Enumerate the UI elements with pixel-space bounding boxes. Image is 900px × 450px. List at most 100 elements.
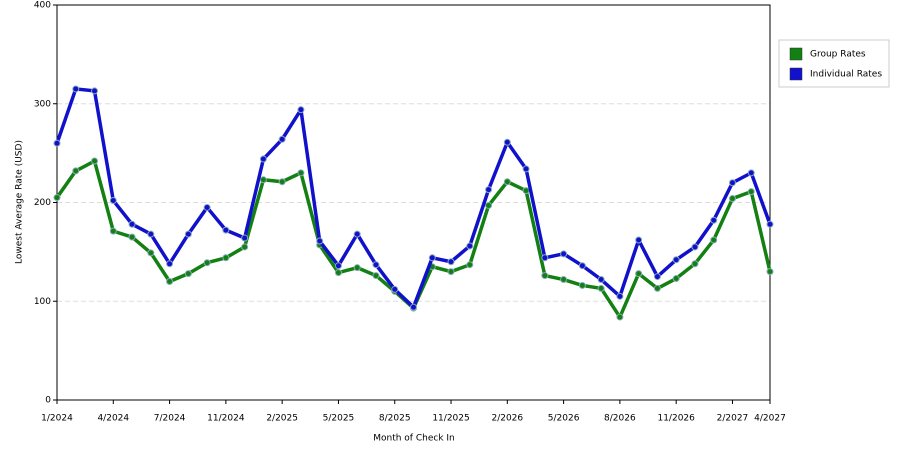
x-tick-label: 11/2024 [207, 414, 245, 424]
data-point [203, 203, 211, 211]
legend-label: Individual Rates [810, 70, 882, 80]
x-tick-label: 8/2025 [379, 414, 411, 424]
data-point [653, 273, 661, 281]
data-point [635, 236, 643, 244]
y-tick-label: 400 [34, 1, 51, 11]
data-point [184, 270, 192, 278]
data-point [503, 178, 511, 186]
data-point [466, 242, 474, 250]
series-line [55, 159, 772, 319]
data-point [597, 284, 605, 292]
data-point [541, 254, 549, 262]
data-point [278, 135, 286, 143]
data-point [522, 165, 530, 173]
data-point [597, 276, 605, 284]
data-point [691, 260, 699, 268]
data-point [241, 234, 249, 242]
x-axis-label: Month of Check In [373, 434, 455, 444]
y-tick-label: 300 [34, 99, 51, 109]
data-point [353, 264, 361, 272]
data-point [653, 284, 661, 292]
data-point [259, 176, 267, 184]
data-point [766, 268, 774, 276]
data-point [241, 243, 249, 251]
data-point [72, 85, 80, 93]
data-point [128, 233, 136, 241]
data-point [91, 157, 99, 165]
data-point [203, 259, 211, 267]
data-point [616, 292, 624, 300]
data-point [334, 269, 342, 277]
data-point [259, 155, 267, 163]
data-point [334, 262, 342, 270]
data-point [372, 261, 380, 269]
x-tick-label: 7/2024 [154, 414, 186, 424]
data-point [128, 220, 136, 228]
data-point [353, 230, 361, 238]
data-point [766, 220, 774, 228]
plot-frame [56, 4, 771, 401]
data-point [485, 186, 493, 194]
data-point [184, 230, 192, 238]
y-tick-label: 100 [34, 297, 51, 307]
data-point [578, 262, 586, 270]
data-point [91, 87, 99, 95]
data-point [109, 227, 117, 235]
data-point [447, 268, 455, 276]
data-point [503, 138, 511, 146]
y-tick-label: 200 [34, 198, 51, 208]
data-point [166, 260, 174, 268]
x-tick-label: 2/2027 [717, 414, 749, 424]
legend-swatch [789, 67, 803, 81]
x-tick-label: 5/2026 [548, 414, 580, 424]
x-tick-label: 4/2024 [97, 414, 129, 424]
data-point [672, 256, 680, 264]
x-tick-label: 11/2026 [657, 414, 695, 424]
data-point [222, 254, 230, 262]
data-point [710, 236, 718, 244]
data-point [372, 272, 380, 280]
data-point [466, 261, 474, 269]
data-point [147, 230, 155, 238]
data-point [691, 243, 699, 251]
data-point [522, 187, 530, 195]
data-point [485, 201, 493, 209]
data-point [391, 285, 399, 293]
x-tick-label: 11/2025 [432, 414, 469, 424]
data-point [728, 179, 736, 187]
data-point [297, 106, 305, 114]
data-point [560, 276, 568, 284]
data-point [72, 167, 80, 175]
y-tick-label: 0 [45, 396, 51, 406]
data-point [541, 272, 549, 280]
data-point [428, 254, 436, 262]
data-point [297, 169, 305, 177]
data-point [616, 313, 624, 321]
data-point [747, 188, 755, 196]
legend-swatch [789, 47, 803, 61]
data-point [728, 195, 736, 203]
data-point [278, 178, 286, 186]
x-tick-label: 2/2025 [266, 414, 298, 424]
x-tick-label: 4/2027 [754, 414, 786, 424]
data-point [560, 250, 568, 258]
data-point [53, 194, 61, 202]
x-tick-label: 1/2024 [41, 414, 73, 424]
data-point [222, 226, 230, 234]
data-point [710, 216, 718, 224]
data-point [410, 303, 417, 311]
data-point [747, 169, 755, 177]
data-point [109, 197, 117, 205]
y-axis-label: Lowest Average Rate (USD) [15, 140, 25, 264]
legend-label: Group Rates [810, 50, 866, 60]
data-point [147, 249, 155, 257]
x-tick-label: 2/2026 [491, 414, 523, 424]
data-point [166, 278, 174, 285]
x-tick-label: 8/2026 [604, 414, 636, 424]
x-tick-label: 5/2025 [323, 414, 355, 424]
data-point [578, 281, 586, 289]
data-point [53, 139, 61, 147]
data-point [635, 270, 643, 278]
data-point [447, 258, 455, 266]
